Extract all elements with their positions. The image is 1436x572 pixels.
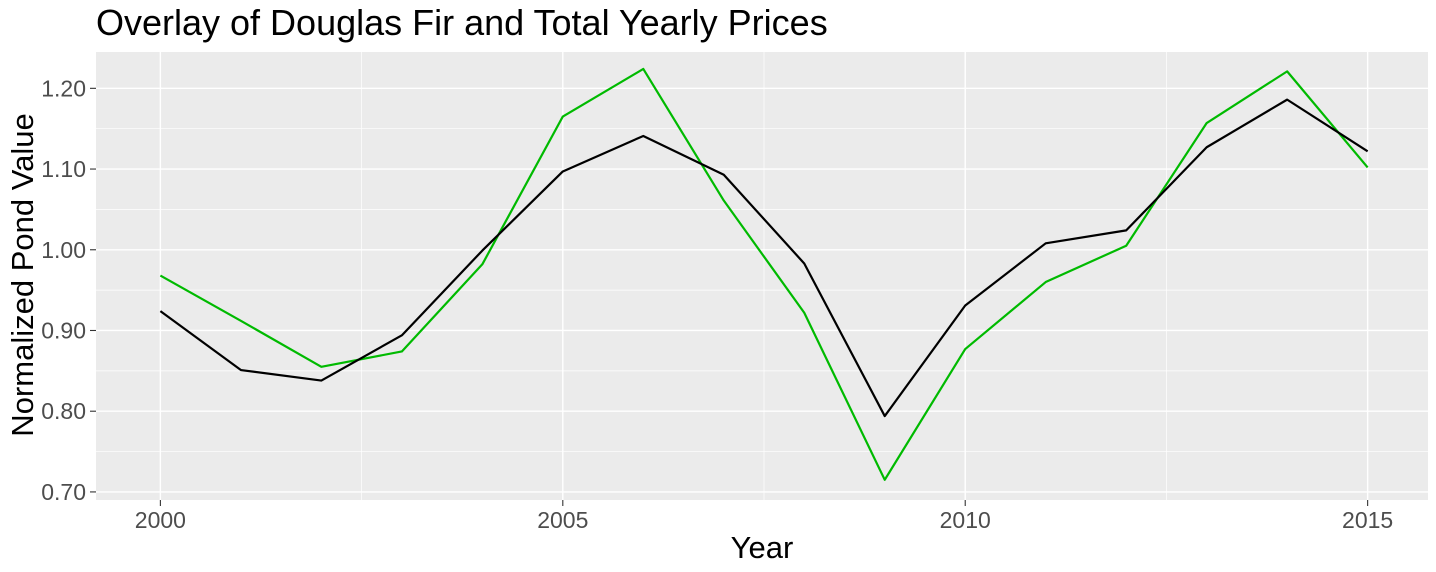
y-axis: 0.70 0.80 0.90 1.00 1.10 1.20	[41, 75, 96, 505]
chart-title: Overlay of Douglas Fir and Total Yearly …	[96, 2, 828, 43]
y-tick-label: 0.80	[41, 398, 86, 424]
x-tick-label: 2000	[135, 507, 186, 533]
series-layer	[159, 67, 1369, 481]
x-tick-label: 2015	[1342, 507, 1393, 533]
y-tick-label: 1.00	[41, 237, 86, 263]
major-gridlines	[96, 52, 1428, 500]
plot-panel	[96, 52, 1428, 500]
x-axis-title: Year	[731, 530, 794, 565]
x-tick-label: 2005	[537, 507, 588, 533]
y-axis-title: Normalized Pond Value	[5, 113, 40, 436]
y-tick-label: 0.70	[41, 479, 86, 505]
minor-gridlines	[96, 52, 1428, 500]
x-axis: 2000 2005 2010 2015	[135, 500, 1393, 533]
y-tick-label: 0.90	[41, 317, 86, 343]
x-tick-label: 2010	[940, 507, 991, 533]
series-line-2	[159, 98, 1369, 418]
y-tick-label: 1.20	[41, 75, 86, 101]
y-tick-label: 1.10	[41, 156, 86, 182]
